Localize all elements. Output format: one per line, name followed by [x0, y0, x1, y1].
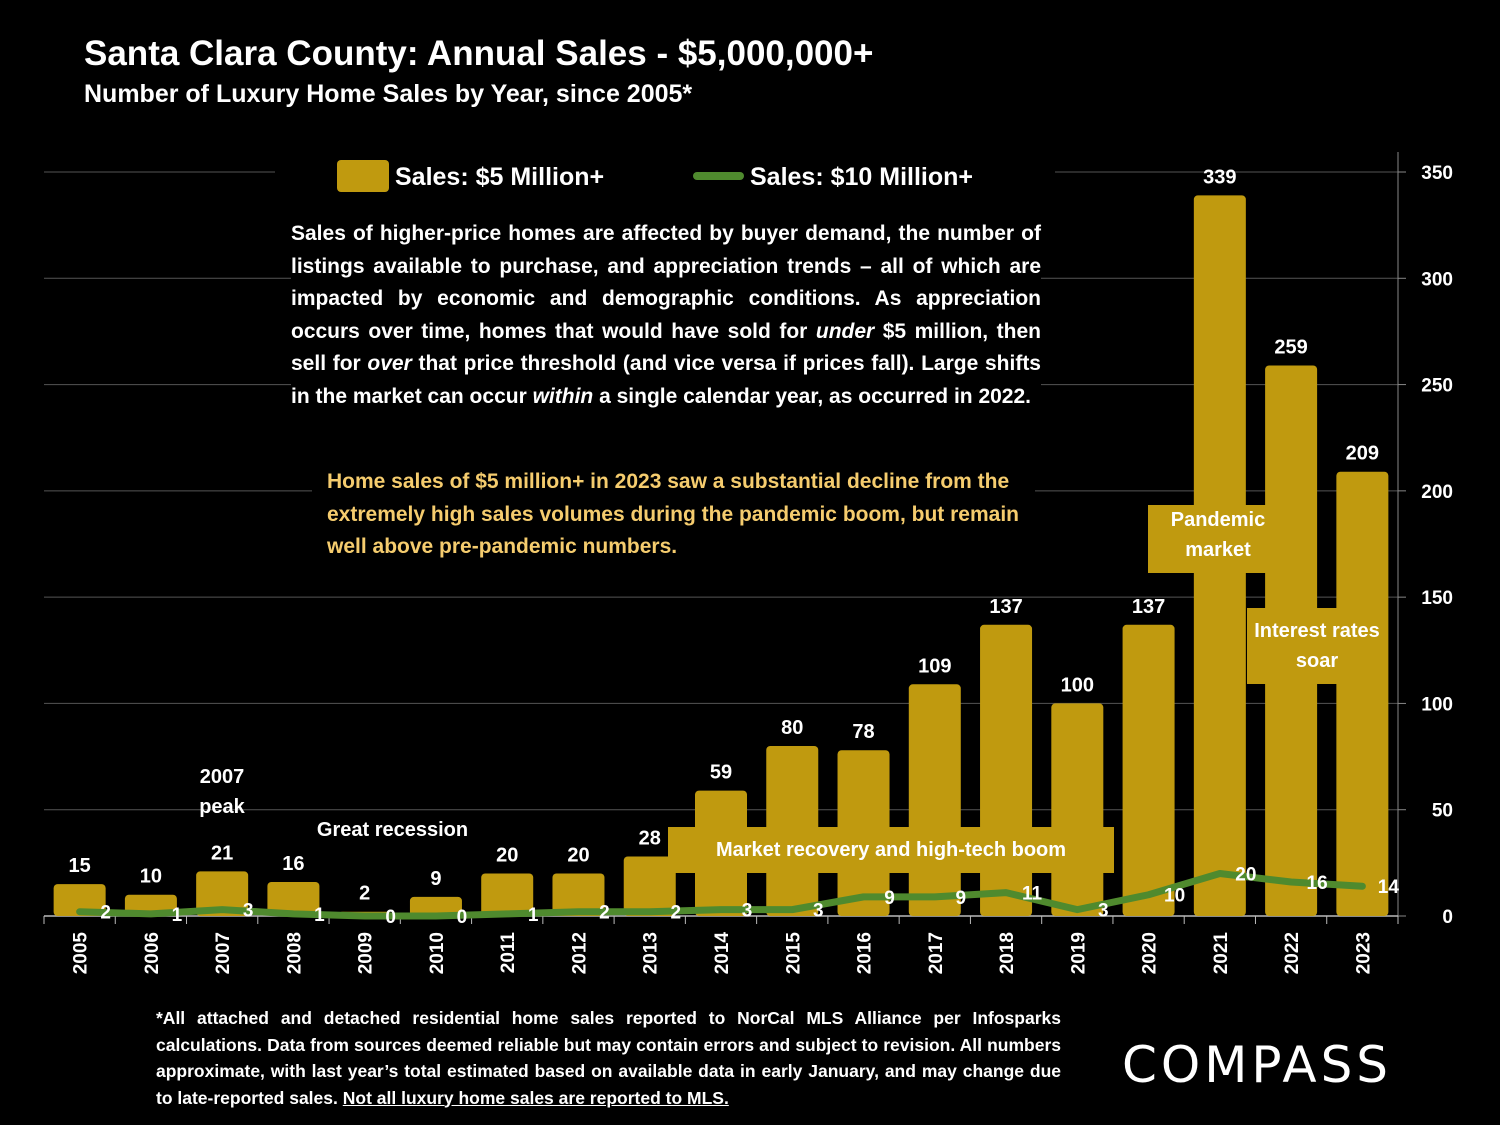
x-label-2018: 2018	[997, 932, 1018, 974]
bar-2011	[481, 873, 534, 916]
y-tick-label-250: 250	[1421, 376, 1453, 397]
x-label-2009: 2009	[356, 932, 377, 974]
x-label-2007: 2007	[213, 932, 234, 974]
bar-label-2020: 137	[1132, 596, 1165, 618]
bar-label-2018: 137	[989, 596, 1022, 618]
line-label-2018: 11	[1022, 884, 1043, 905]
x-label-2015: 2015	[783, 932, 804, 975]
x-label-2019: 2019	[1068, 932, 1089, 974]
x-label-2008: 2008	[284, 932, 305, 974]
bar-2017	[908, 684, 961, 916]
line-label-2008: 1	[314, 905, 325, 926]
y-tick-label-100: 100	[1421, 694, 1453, 715]
highlight-paragraph: Home sales of $5 million+ in 2023 saw a …	[312, 466, 1035, 564]
legend: Sales: $5 Million+ Sales: $10 Million+	[337, 160, 973, 192]
line-label-2012: 2	[599, 903, 610, 924]
line-10m	[76, 869, 1366, 920]
legend-bar-swatch	[337, 160, 389, 192]
x-label-2010: 2010	[427, 932, 448, 974]
bar-2012	[552, 873, 605, 916]
bar-label-2022: 259	[1274, 336, 1307, 358]
line-label-2009: 0	[385, 907, 396, 928]
line-label-2022: 16	[1307, 873, 1328, 894]
line-label-2023: 14	[1378, 877, 1400, 898]
x-label-2021: 2021	[1211, 932, 1232, 975]
line-label-2010: 0	[457, 907, 468, 928]
x-label-2012: 2012	[569, 932, 590, 974]
bar-2007	[196, 871, 249, 916]
x-label-2023: 2023	[1353, 932, 1374, 974]
bar-label-2019: 100	[1061, 674, 1094, 696]
line-label-2019: 3	[1098, 901, 1109, 922]
line-series	[76, 869, 1366, 920]
bar-2010	[409, 896, 462, 916]
legend-line-label: Sales: $10 Million+	[750, 163, 973, 191]
bar-label-2008: 16	[282, 853, 304, 875]
y-tick-label-300: 300	[1421, 269, 1453, 290]
bar-2020	[1122, 624, 1175, 916]
x-label-2020: 2020	[1140, 932, 1161, 974]
chart-title: Santa Clara County: Annual Sales - $5,00…	[84, 34, 874, 73]
x-label-2016: 2016	[855, 932, 876, 974]
line-label-2013: 2	[670, 903, 681, 924]
x-label-2011: 2011	[498, 932, 519, 974]
annotation-market-recovery: Market recovery and high-tech boom	[668, 827, 1114, 873]
bar-2023	[1336, 471, 1389, 916]
chart-subtitle: Number of Luxury Home Sales by Year, sin…	[84, 80, 693, 108]
line-label-2016: 9	[884, 888, 895, 909]
line-label-2006: 1	[172, 905, 183, 926]
bar-2019	[1051, 703, 1104, 916]
legend-background	[275, 150, 1055, 210]
bar-2008	[267, 881, 320, 916]
annotation-interest-rates: Interest rates soar	[1247, 608, 1387, 684]
bar-label-2013: 28	[639, 827, 661, 849]
bar-label-2023: 209	[1346, 443, 1379, 465]
footnote-underlined: Not all luxury home sales are reported t…	[342, 1087, 729, 1108]
line-label-2005: 2	[100, 903, 111, 924]
explanation-paragraph: Sales of higher-price homes are affected…	[291, 218, 1041, 413]
bar-label-2010: 9	[430, 868, 441, 890]
bar-label-2016: 78	[852, 721, 874, 743]
bar-2013	[623, 856, 676, 916]
x-label-2014: 2014	[712, 932, 733, 975]
line-label-2011: 1	[528, 905, 539, 926]
line-label-2014: 3	[742, 901, 753, 922]
line-label-2020: 10	[1164, 886, 1185, 907]
line-label-2021: 20	[1235, 864, 1256, 885]
line-label-2015: 3	[813, 901, 824, 922]
x-label-2005: 2005	[71, 932, 92, 975]
bar-label-2007: 21	[211, 842, 233, 864]
y-tick-label-150: 150	[1421, 588, 1453, 609]
bar-label-2011: 20	[496, 844, 518, 866]
x-label-2017: 2017	[926, 932, 947, 974]
bar-label-2012: 20	[567, 844, 589, 866]
annotation-2007-peak: 2007 peak	[199, 766, 245, 818]
legend-bars-label: Sales: $5 Million+	[395, 163, 604, 191]
y-tick-label-350: 350	[1421, 163, 1453, 184]
annotation-great-recession: Great recession	[316, 819, 469, 841]
bar-label-2017: 109	[918, 655, 951, 677]
bar-label-2006: 10	[140, 866, 162, 888]
line-label-2017: 9	[956, 888, 967, 909]
line-label-2007: 3	[243, 901, 254, 922]
x-label-2022: 2022	[1282, 932, 1303, 974]
footnote: *All attached and detached residential h…	[156, 1008, 1061, 1108]
bar-2005	[53, 884, 106, 916]
bar-label-2009: 2	[359, 883, 370, 905]
y-tick-label-0: 0	[1442, 907, 1453, 928]
data-labels: 1520051020062120071620082200992010202011…	[69, 166, 1400, 974]
y-tick-label-200: 200	[1421, 482, 1453, 503]
x-label-2013: 2013	[641, 932, 662, 974]
y-tick-label-50: 50	[1432, 801, 1453, 822]
bar-label-2014: 59	[710, 762, 732, 784]
compass-logo: COMPASS	[1122, 1036, 1393, 1094]
x-label-2006: 2006	[142, 932, 163, 974]
annotation-pandemic-market: Pandemic market	[1148, 505, 1288, 573]
bar-label-2021: 339	[1203, 166, 1236, 188]
bar-label-2015: 80	[781, 717, 803, 739]
bar-label-2005: 15	[69, 855, 91, 877]
